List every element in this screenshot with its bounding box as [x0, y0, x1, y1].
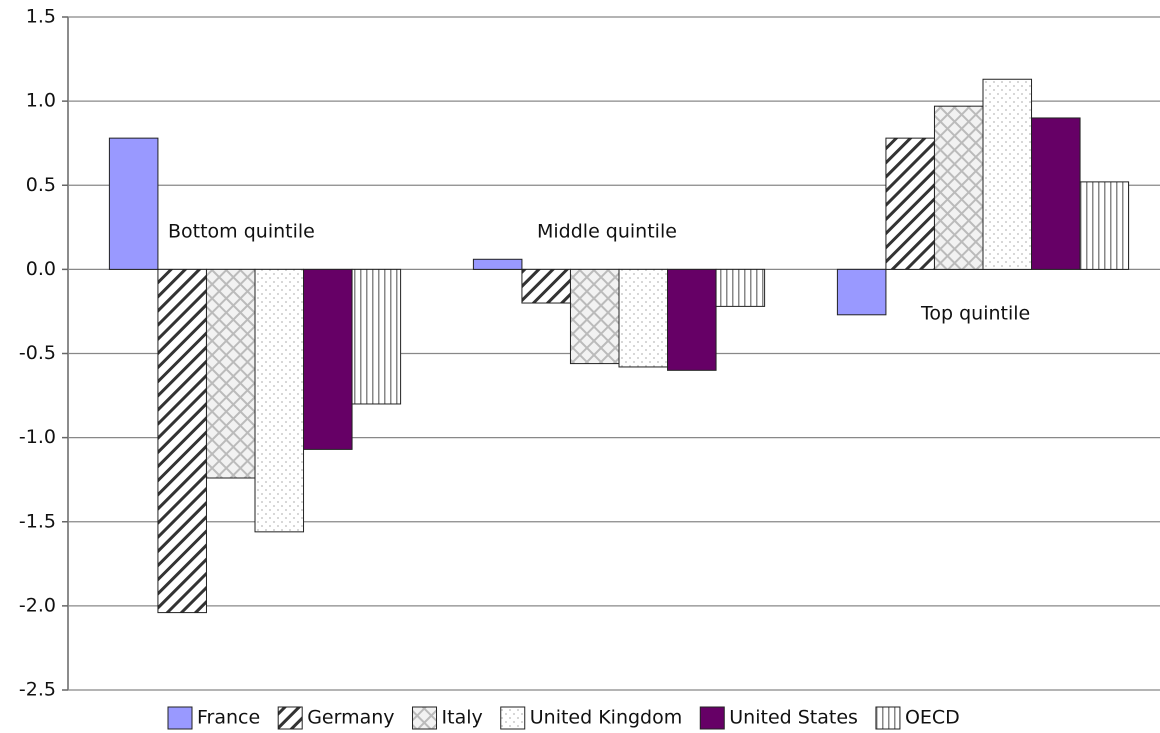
legend-swatch [699, 706, 725, 730]
bar [254, 268, 305, 533]
bar [1031, 117, 1081, 270]
bar [472, 258, 523, 270]
category-label: Bottom quintile [168, 221, 315, 243]
y-tick-label: 0.5 [26, 174, 56, 196]
legend-swatch [412, 706, 438, 730]
y-tick-label: -1.0 [19, 426, 56, 448]
legend-swatch [875, 706, 901, 730]
legend-swatch [277, 706, 303, 730]
bar [157, 268, 207, 614]
bar [521, 268, 571, 304]
category-label: Top quintile [920, 303, 1030, 325]
y-tick-label: 1.0 [26, 90, 56, 112]
bar [836, 268, 887, 316]
bar [618, 268, 669, 368]
legend-label: OECD [905, 707, 960, 729]
bar [667, 268, 717, 371]
bar [351, 268, 402, 405]
y-tick-label: -2.5 [19, 679, 56, 701]
y-tick-label: -2.0 [19, 594, 56, 616]
y-tick-label: 0.0 [26, 258, 56, 280]
bar [205, 268, 256, 479]
bar [933, 105, 984, 270]
bar [715, 268, 766, 307]
y-tick-label: -1.5 [19, 510, 56, 532]
category-label: Middle quintile [537, 221, 677, 243]
bar [885, 137, 935, 270]
bar [982, 78, 1033, 270]
y-tick-label: -0.5 [19, 342, 56, 364]
y-tick-label: 1.5 [26, 6, 56, 28]
bar [303, 268, 353, 450]
bar [108, 137, 159, 270]
legend-label: Germany [307, 707, 394, 729]
legend-label: United States [729, 707, 858, 729]
bar [1079, 181, 1130, 270]
bar [569, 268, 620, 365]
legend-label: France [197, 707, 260, 729]
legend-label: United Kingdom [530, 707, 683, 729]
legend-label: Italy [442, 707, 483, 729]
legend-swatch [500, 706, 526, 730]
legend-swatch [167, 706, 193, 730]
